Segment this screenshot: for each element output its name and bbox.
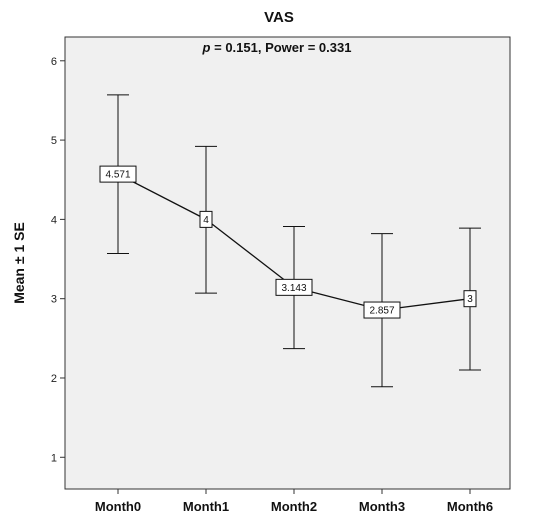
y-tick-label: 3 bbox=[51, 294, 57, 306]
data-marker bbox=[463, 290, 477, 308]
x-tick-label: Month1 bbox=[183, 499, 229, 514]
data-label: 4 bbox=[203, 215, 209, 226]
data-markers: 4.571 4 3.143 2.857 3 bbox=[99, 165, 477, 319]
x-tick-label: Month2 bbox=[271, 499, 317, 514]
data-point: 4.571 bbox=[99, 165, 137, 183]
x-tick-label: Month3 bbox=[359, 499, 405, 514]
x-axis: Month0 Month1 Month2 Month3 Month6 bbox=[95, 489, 493, 514]
data-marker bbox=[363, 301, 401, 319]
data-point: 3.143 bbox=[275, 278, 313, 296]
x-tick-label: Month0 bbox=[95, 499, 141, 514]
data-point: 2.857 bbox=[363, 301, 401, 319]
data-marker bbox=[99, 165, 137, 183]
y-tick-label: 6 bbox=[51, 56, 57, 68]
data-point: 3 bbox=[463, 290, 477, 308]
data-marker bbox=[199, 210, 213, 228]
data-marker bbox=[275, 278, 313, 296]
data-label: 2.857 bbox=[369, 306, 394, 317]
p-symbol: p bbox=[202, 40, 211, 55]
y-axis-label: Mean ± 1 SE bbox=[11, 222, 27, 304]
y-tick-label: 4 bbox=[51, 214, 57, 226]
y-tick-label: 5 bbox=[51, 135, 57, 147]
x-tick-label: Month6 bbox=[447, 499, 493, 514]
plot-area bbox=[64, 36, 511, 490]
chart-title: VAS bbox=[264, 9, 294, 26]
series-line-segment bbox=[205, 218, 295, 288]
chart-annotation: p = 0.151, Power = 0.331 bbox=[202, 40, 352, 55]
y-axis: 1 2 3 4 5 6 bbox=[51, 56, 65, 464]
data-label: 3.143 bbox=[281, 283, 306, 294]
y-tick-label: 1 bbox=[51, 452, 57, 464]
y-tick-label: 2 bbox=[51, 373, 57, 385]
data-label: 4.571 bbox=[105, 170, 130, 181]
data-point: 4 bbox=[199, 210, 213, 228]
annotation-text: = 0.151, Power = 0.331 bbox=[211, 40, 352, 55]
data-label: 3 bbox=[467, 294, 473, 305]
